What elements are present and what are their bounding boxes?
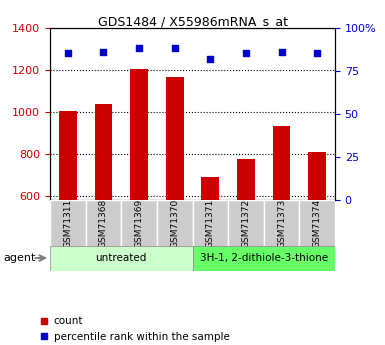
Point [136, 46, 142, 51]
Point [100, 49, 107, 55]
FancyBboxPatch shape [228, 200, 264, 247]
Point [278, 49, 285, 55]
Legend: count, percentile rank within the sample: count, percentile rank within the sample [36, 312, 234, 345]
Bar [273, 127, 290, 200]
FancyBboxPatch shape [300, 200, 335, 247]
Bar [130, 69, 148, 200]
Text: GDS1484 / X55986mRNA_s_at: GDS1484 / X55986mRNA_s_at [97, 16, 288, 29]
Point [243, 51, 249, 56]
Bar [201, 177, 219, 200]
Text: untreated: untreated [95, 254, 147, 263]
Text: 3H-1, 2-dithiole-3-thione: 3H-1, 2-dithiole-3-thione [200, 254, 328, 263]
FancyBboxPatch shape [85, 200, 121, 247]
Text: GSM71374: GSM71374 [313, 199, 321, 248]
Bar [308, 152, 326, 200]
Text: GSM71370: GSM71370 [170, 199, 179, 248]
FancyBboxPatch shape [192, 246, 335, 271]
FancyBboxPatch shape [264, 200, 300, 247]
FancyBboxPatch shape [121, 200, 157, 247]
Point [314, 51, 320, 56]
Text: GSM71372: GSM71372 [241, 199, 250, 248]
Point [172, 46, 178, 51]
FancyBboxPatch shape [192, 200, 228, 247]
Point [207, 56, 213, 61]
FancyBboxPatch shape [50, 200, 85, 247]
FancyBboxPatch shape [50, 246, 192, 271]
Point [65, 51, 71, 56]
Text: GSM71369: GSM71369 [135, 199, 144, 248]
Text: GSM71311: GSM71311 [64, 199, 72, 248]
Text: GSM71371: GSM71371 [206, 199, 215, 248]
Text: GSM71373: GSM71373 [277, 199, 286, 248]
Text: agent: agent [4, 253, 36, 263]
Bar [237, 159, 255, 200]
FancyBboxPatch shape [157, 200, 192, 247]
Text: GSM71368: GSM71368 [99, 199, 108, 248]
Bar [166, 77, 184, 200]
Bar [95, 105, 112, 200]
Bar [59, 111, 77, 200]
